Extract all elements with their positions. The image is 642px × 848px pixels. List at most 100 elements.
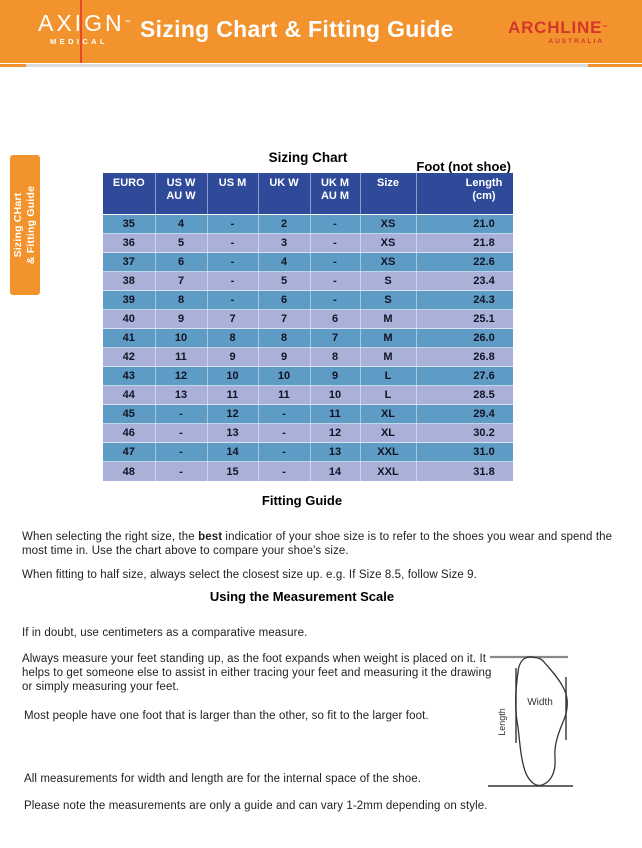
table-cell: 28.5: [441, 385, 513, 405]
column-header: US W AU W: [155, 173, 208, 215]
table-row: 37 6-4- XS 22.6: [103, 252, 513, 272]
table-cell: 3: [258, 233, 311, 253]
table-cell: 25.1: [441, 309, 513, 329]
table-cell: [416, 252, 441, 272]
table-cell: -: [310, 271, 361, 291]
table-cell: -: [258, 423, 311, 443]
table-cell: 11: [258, 385, 311, 405]
foot-outline: [515, 656, 568, 787]
table-cell: M: [360, 309, 417, 329]
foot-measurement-diagram: Width Length: [488, 655, 573, 787]
width-label: Width: [527, 697, 553, 708]
table-cell: 46: [103, 423, 156, 443]
table-cell: 5: [258, 271, 311, 291]
table-cell: 9: [155, 309, 208, 329]
side-tab-label: Sizing CHart & Fitting Guide: [10, 155, 40, 295]
table-cell: XS: [360, 214, 417, 234]
axign-logo-text: AXIGN™: [38, 11, 131, 35]
table-cell: 9: [207, 347, 259, 367]
table-cell: M: [360, 347, 417, 367]
table-cell: [416, 423, 441, 443]
table-cell: 13: [310, 442, 361, 462]
table-cell: [416, 290, 441, 310]
table-cell: 37: [103, 252, 156, 272]
table-cell: XL: [360, 423, 417, 443]
table-cell: 44: [103, 385, 156, 405]
table-cell: -: [258, 404, 311, 424]
table-cell: XS: [360, 233, 417, 253]
table-cell: -: [258, 442, 311, 462]
fitting-guide-paragraph-1: When selecting the right size, the best …: [22, 530, 628, 558]
table-cell: 12: [207, 404, 259, 424]
table-row: 35 4-2- XS 21.0: [103, 214, 513, 234]
side-tab-label-line1: Sizing CHart: [12, 192, 24, 258]
table-cell: 29.4: [441, 404, 513, 424]
table-cell: M: [360, 328, 417, 348]
table-cell: 40: [103, 309, 156, 329]
table-cell: XXL: [360, 461, 417, 481]
table-cell: -: [310, 214, 361, 234]
table-cell: 13: [155, 385, 208, 405]
table-cell: 24.3: [441, 290, 513, 310]
table-cell: [416, 461, 441, 481]
table-row: 41 10 8 8 7 M 26.0: [103, 328, 513, 348]
table-cell: 11: [207, 385, 259, 405]
table-cell: 10: [258, 366, 311, 386]
table-cell: 9: [258, 347, 311, 367]
page-title: Sizing Chart & Fitting Guide: [140, 16, 454, 42]
trademark-symbol: ™: [602, 25, 608, 31]
table-cell: 8: [155, 290, 208, 310]
archline-logo-name: ARCHLINE: [508, 18, 603, 37]
table-cell: 12: [155, 366, 208, 386]
table-cell: 31.8: [441, 461, 513, 481]
table-cell: 22.6: [441, 252, 513, 272]
measurement-paragraph-2: Always measure your feet standing up, as…: [22, 652, 492, 693]
table-cell: 7: [155, 271, 208, 291]
table-cell: 11: [155, 347, 208, 367]
table-cell: 31.0: [441, 442, 513, 462]
table-cell: 35: [103, 214, 156, 234]
sizing-table-body: 35 4-2- XS 21.0 36 5-3- XS 21.8 37 6-4- XS 22.6 38 7-…: [103, 214, 513, 481]
measurement-paragraph-1: If in doubt, use centimeters as a compar…: [22, 626, 308, 639]
table-cell: S: [360, 271, 417, 291]
column-header: US M: [207, 173, 259, 215]
table-cell: S: [360, 290, 417, 310]
header-bar: AXIGN™ MEDICAL Sizing Chart & Fitting Gu…: [0, 0, 642, 63]
column-header: Length (cm): [441, 173, 513, 215]
table-cell: 27.6: [441, 366, 513, 386]
table-cell: [416, 442, 441, 462]
table-cell: XL: [360, 404, 417, 424]
table-row: 47-14-13 XXL 31.0: [103, 442, 513, 462]
table-row: 46-13-12 XL 30.2: [103, 423, 513, 443]
table-row: 44 13 11 11 10 L 28.5: [103, 385, 513, 405]
table-cell: 38: [103, 271, 156, 291]
table-row: 38 7-5- S 23.4: [103, 271, 513, 291]
column-header: [416, 173, 441, 215]
column-header: EURO: [103, 173, 156, 215]
table-cell: 47: [103, 442, 156, 462]
table-cell: -: [207, 214, 259, 234]
table-cell: 14: [310, 461, 361, 481]
table-cell: 26.8: [441, 347, 513, 367]
table-cell: 26.0: [441, 328, 513, 348]
table-cell: 8: [258, 328, 311, 348]
bold-word: best: [198, 530, 223, 543]
table-cell: 42: [103, 347, 156, 367]
archline-logo: ARCHLINE™ AUSTRALIA: [508, 18, 624, 46]
table-cell: 10: [155, 328, 208, 348]
table-cell: 36: [103, 233, 156, 253]
column-header: UK W: [258, 173, 311, 215]
side-tab-label-line2: & Fitting Guide: [25, 185, 37, 265]
fitting-guide-heading: Fitting Guide: [261, 493, 343, 508]
table-cell: -: [155, 404, 208, 424]
table-cell: 5: [155, 233, 208, 253]
table-cell: 43: [103, 366, 156, 386]
table-cell: -: [310, 252, 361, 272]
side-tab-sizing-chart: Sizing CHart & Fitting Guide: [10, 155, 40, 295]
table-cell: [416, 385, 441, 405]
table-cell: 7: [258, 309, 311, 329]
table-cell: -: [155, 461, 208, 481]
table-cell: 48: [103, 461, 156, 481]
table-row: 48-15-14 XXL 31.8: [103, 461, 513, 481]
